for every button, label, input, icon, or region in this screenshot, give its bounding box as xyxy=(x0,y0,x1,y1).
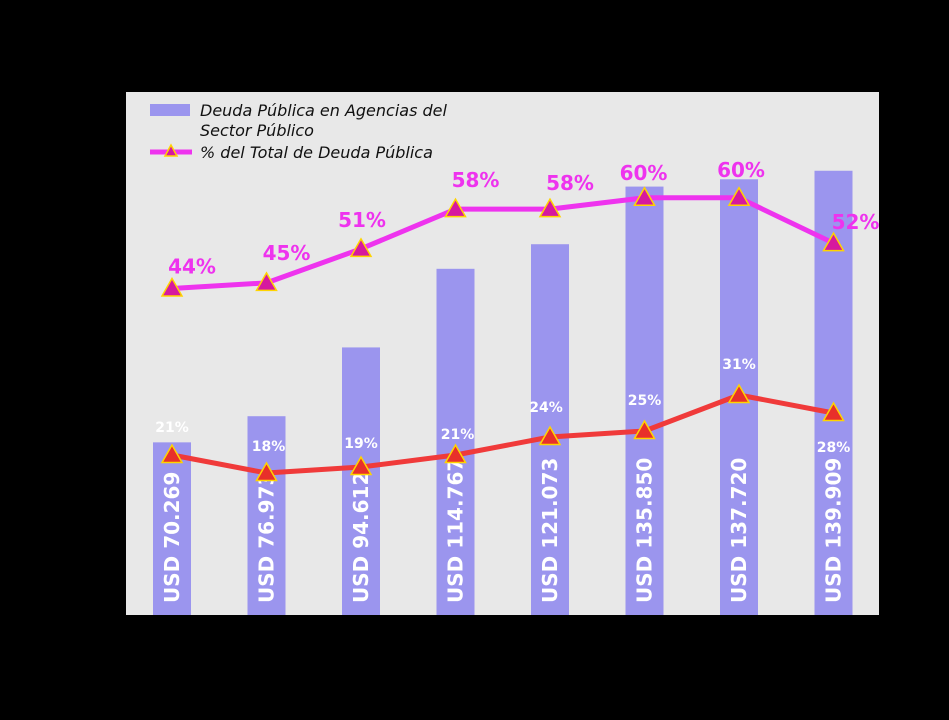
legend-bar-swatch xyxy=(150,104,190,116)
bottom-percent-label: 21% xyxy=(155,420,189,436)
bottom-marker-5 xyxy=(538,425,562,446)
top-marker-3 xyxy=(349,237,373,258)
bar-value-label: USD 70.269 xyxy=(160,472,184,603)
top-percent-label: 58% xyxy=(546,171,594,195)
bottom-marker-1 xyxy=(160,443,184,464)
top-percent-label: 51% xyxy=(338,208,386,232)
top-marker-2 xyxy=(255,271,278,292)
bottom-percent-label: 31% xyxy=(722,357,756,373)
top-percent-label: 60% xyxy=(620,161,668,185)
bottom-percent-label: 19% xyxy=(344,436,378,452)
legend-bar-label-line2: Sector Público xyxy=(200,121,314,140)
legend-line-marker xyxy=(163,143,179,157)
bar-4 xyxy=(436,268,475,615)
bar-labels-group: USD 70.269 USD 76.973 USD 94.612 USD 114.76… xyxy=(160,458,846,603)
bottom-marker-3 xyxy=(349,455,373,476)
bottom-marker-7 xyxy=(727,383,751,404)
bar-3 xyxy=(342,347,380,615)
bar-value-label: USD 137.720 xyxy=(727,458,751,603)
bottom-marker-6 xyxy=(633,419,656,440)
bottom-percent-label: 25% xyxy=(628,393,662,409)
series-line-bottom xyxy=(171,392,834,476)
legend-bar-label-line1: Deuda Pública en Agencias del xyxy=(200,101,448,120)
plot-background xyxy=(126,92,879,615)
legend-line-label: % del Total de Deuda Pública xyxy=(200,143,433,162)
top-percent-label: 44% xyxy=(168,255,216,279)
top-percent-label: 58% xyxy=(452,168,500,192)
bottom-percent-label: 21% xyxy=(441,427,475,443)
bar-value-label: USD 94.612 xyxy=(349,472,373,603)
bottom-marker-2 xyxy=(255,461,278,482)
bar-value-label: USD 139.909 xyxy=(822,458,846,603)
percent-labels-group: 44% 45% 51% 58% 58% 60% 60% 52% 21% 18% 19% 21% 24% 2… xyxy=(155,158,879,456)
top-marker-4 xyxy=(444,197,467,218)
bottom-marker-8 xyxy=(822,401,845,422)
top-marker-5 xyxy=(538,197,562,218)
bar-6 xyxy=(625,186,664,615)
bottom-percent-label: 18% xyxy=(252,439,286,455)
lines-group xyxy=(171,195,835,476)
legend: Deuda Pública en Agencias del Sector Púb… xyxy=(150,101,448,162)
bar-2 xyxy=(247,416,286,615)
top-marker-8 xyxy=(822,231,845,252)
bar-value-label: USD 114.767 xyxy=(444,458,468,603)
bar-1 xyxy=(153,442,191,615)
bar-value-label: USD 121.073 xyxy=(538,458,562,603)
bottom-percent-label: 28% xyxy=(817,440,851,456)
bar-value-label: USD 76.973 xyxy=(255,472,279,603)
bar-value-label: USD 135.850 xyxy=(633,458,657,603)
markers-group xyxy=(160,186,845,482)
top-percent-label: 52% xyxy=(832,210,880,234)
bottom-marker-4 xyxy=(444,443,467,464)
top-percent-label: 60% xyxy=(717,158,765,182)
top-percent-label: 45% xyxy=(263,241,311,265)
top-marker-7 xyxy=(727,186,751,207)
top-marker-1 xyxy=(160,277,184,297)
series-line-top xyxy=(171,195,835,292)
top-marker-6 xyxy=(633,186,656,207)
bottom-percent-label: 24% xyxy=(529,400,563,416)
